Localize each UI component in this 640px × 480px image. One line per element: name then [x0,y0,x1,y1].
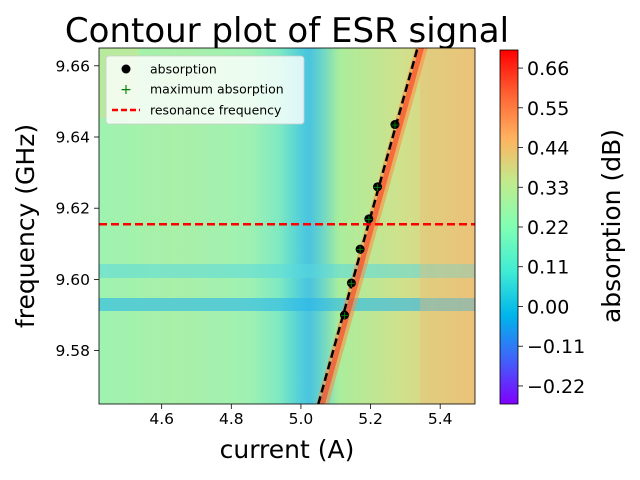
heatmap-band-9592 [99,298,475,311]
colorbar-tick-label-7: 0.55 [527,98,569,120]
y-tick-label-2: 9.62 [55,200,90,218]
series-markers: + + + + + + [340,119,400,322]
colorbar-tick-label-0: −0.22 [527,376,585,398]
y-tick-label-1: 9.60 [55,271,90,289]
y-axis-ticks: 9.58 9.60 9.62 9.64 9.66 [55,57,99,360]
legend-absorption-marker [121,64,131,74]
chart-title: Contour plot of ESR signal [65,11,509,51]
x-tick-label-0: 4.6 [149,410,174,428]
legend-resonance-label: resonance frequency [150,103,282,118]
max-absorption-point-0: + [340,309,349,322]
legend-box [105,55,305,125]
absorption-point-3 [364,214,374,224]
x-axis-label: current (A) [220,435,355,464]
ridge-core [319,48,425,404]
absorption-point-0 [339,310,349,320]
max-absorption-point-5: + [390,119,399,132]
y-axis-label: frequency (GHz) [11,124,40,328]
absorption-point-1 [346,278,356,288]
colorbar-tick-label-3: 0.11 [527,257,569,279]
legend-absorption-label: absorption [150,62,217,77]
x-tick-label-4: 5.4 [428,410,453,428]
plot-frame [98,47,476,405]
y-tick-label-4: 9.66 [55,57,90,75]
x-tick-label-2: 5.0 [289,410,314,428]
legend: absorption + maximum absorption resonanc… [105,55,305,125]
x-axis-ticks: 4.6 4.8 5.0 5.2 5.4 [149,404,453,428]
legend-max-marker: + [120,82,132,98]
colorbar-tick-label-2: 0.00 [527,296,569,318]
colorbar-tick-label-1: −0.11 [527,336,585,358]
colorbar-tick-label-8: 0.66 [527,58,569,80]
max-absorption-point-4: + [373,181,382,194]
colorbar-tick-label-6: 0.44 [527,138,569,160]
colorbar-tick-label-4: 0.22 [527,217,569,239]
fit-line [317,48,419,404]
colorbar [499,49,519,405]
resonance-ridge [316,48,428,404]
colorbar-label: absorption (dB) [597,129,626,323]
y-tick-label-3: 9.64 [55,129,90,147]
max-absorption-point-3: + [364,213,373,226]
x-tick-label-3: 5.2 [358,410,383,428]
heatmap-warm-edge [420,48,475,404]
legend-max-label: maximum absorption [150,82,284,97]
colorbar-tick-label-5: 0.33 [527,177,569,199]
x-tick-label-1: 4.8 [219,410,244,428]
max-absorption-point-2: + [356,243,365,256]
y-tick-label-0: 9.58 [55,342,90,360]
absorption-point-5 [390,120,400,130]
heatmap-band-9600 [99,264,475,278]
series-lines [99,48,475,404]
colorbar-ticks: −0.22 −0.11 0.00 0.11 0.22 0.33 0.44 0.55 0.66 [518,58,585,398]
absorption-point-4 [373,182,383,192]
absorption-point-2 [355,244,365,254]
max-absorption-point-1: + [347,277,356,290]
